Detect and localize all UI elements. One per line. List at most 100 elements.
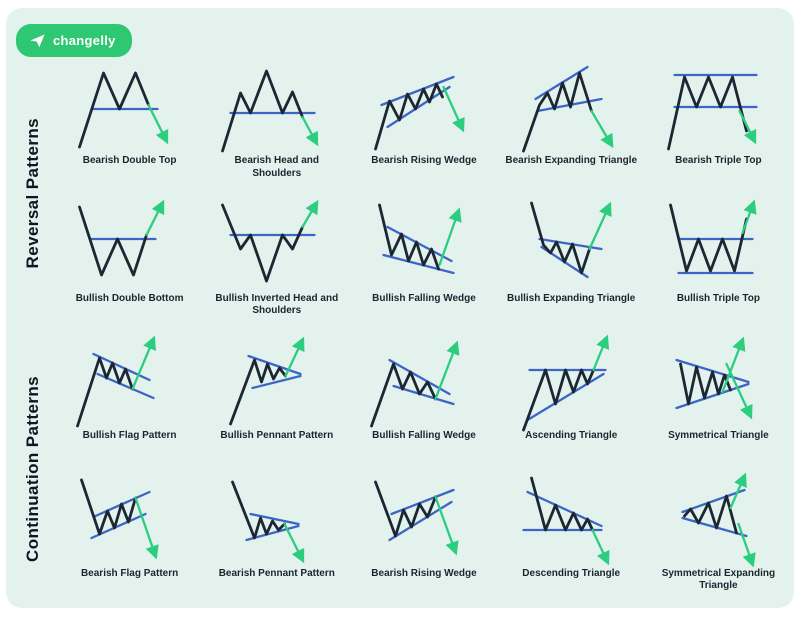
pattern-cell: Ascending Triangle [498,331,645,469]
pattern-cell: Bearish Double Top [56,56,203,194]
pattern-figure [522,476,610,565]
price-line [678,362,732,406]
price-line [231,480,287,539]
pattern-figure [666,73,758,151]
signal-line [741,199,757,234]
trend-line [247,354,302,376]
pattern-cell: Bullish Double Bottom [56,194,203,332]
signal-line [592,334,609,372]
signal-line [434,495,460,555]
signal-line [721,336,746,394]
pattern-label: Bullish Triple Top [676,292,760,304]
pattern-figure [78,199,165,276]
price-line [78,71,150,149]
pattern-cell: Bullish Expanding Triangle [498,194,645,332]
pattern-figure [221,69,319,153]
pattern-label: Bullish Double Bottom [75,292,184,304]
pattern-label: Bearish Expanding Triangle [505,155,638,166]
pattern-cell: Bearish Head and Shoulders [203,56,350,194]
pattern-figure [521,65,614,153]
pattern-label: Bullish Falling Wedge [372,292,476,304]
signal-line [729,472,747,509]
signal-line [725,362,753,420]
pattern-cell: Bullish Inverted Head and Shoulders [203,194,350,332]
pattern-label: Bearish Rising Wedge [371,567,477,579]
section-label-column: Continuation Patterns [10,331,56,606]
pattern-cell: Bullish Falling Wedge [350,194,497,332]
pattern-cell: Bearish Rising Wedge [350,56,497,194]
price-line [80,478,137,535]
pattern-figure [374,75,466,151]
signal-line [131,335,157,391]
pattern-cell: Symmetrical Triangle [645,331,792,469]
pattern-label: Bullish Pennant Pattern [220,430,334,441]
price-line [529,201,591,274]
signal-line [590,109,614,149]
pattern-cell: Bearish Rising Wedge [350,469,497,607]
pattern-figure [78,71,169,149]
pattern-label: Bullish Falling Wedge [372,430,476,441]
price-line [529,476,594,531]
section-label-reversal: Reversal Patterns [23,118,42,269]
signal-line [442,85,466,133]
trend-line [526,372,605,422]
signal-line [134,496,159,559]
pattern-cell: Bullish Flag Pattern [56,331,203,469]
pattern-figure [231,480,305,563]
section-label-continuation: Continuation Patterns [23,375,42,562]
trend-line [390,488,456,515]
pattern-cell: Bullish Triple Top [645,194,792,332]
section-label-column: Reversal Patterns [10,56,56,331]
pattern-label: Bullish Flag Pattern [82,430,177,441]
pattern-grid-continuation: Bullish Flag Pattern Bullish Pennant Pat… [56,331,792,606]
trend-line [386,225,454,262]
pattern-figure [529,201,612,278]
price-line [374,480,438,537]
pattern-figure [521,334,609,432]
pattern-label: Bearish Head and Shoulders [234,155,320,179]
signal-line [283,522,305,563]
pattern-figure [681,472,756,567]
price-line [521,71,593,153]
price-line [370,362,438,428]
pattern-label: Bearish Pennant Pattern [218,567,335,579]
signal-line [591,528,610,565]
pattern-label: Bearish Double Top [82,155,177,166]
price-line [221,69,305,153]
pattern-cell: Symmetrical Expanding Triangle [645,469,792,607]
trend-line [386,85,452,129]
section-continuation: Continuation Patterns Bullish Flag Patte… [10,331,792,606]
pattern-cell: Bearish Pennant Pattern [203,469,350,607]
pattern-label: Symmetrical Triangle [668,430,769,441]
changelly-logo[interactable]: changelly [16,24,132,57]
pattern-cell: Bullish Pennant Pattern [203,331,350,469]
signal-line [147,103,169,145]
pattern-figure [378,203,463,274]
price-line [668,203,748,272]
signal-line [301,115,319,147]
signal-line [738,109,757,145]
pattern-label: Bullish Inverted Head and Shoulders [215,292,339,317]
pattern-figure [675,336,753,420]
section-reversal: Reversal Patterns Bearish Double Top Bea… [10,56,792,331]
signal-line [301,199,319,228]
pattern-figure [668,199,757,274]
signal-line [284,336,305,378]
trend-line [380,75,456,107]
pattern-figure [80,478,159,559]
pattern-figure [76,335,157,428]
trend-line [388,500,454,541]
signal-line [145,199,165,236]
pattern-sections: Reversal Patterns Bearish Double Top Bea… [10,56,792,606]
price-line [78,205,148,276]
paper-plane-icon [30,34,45,48]
pattern-label: Bearish Rising Wedge [371,155,477,166]
pattern-label: Symmetrical Expanding Triangle [661,567,776,592]
price-line [378,203,441,270]
trend-line [251,374,302,390]
pattern-cell: Bullish Falling Wedge [350,331,497,469]
pattern-figure [374,480,460,555]
pattern-label: Descending Triangle [522,567,621,579]
price-line [221,203,305,282]
price-line [76,356,134,428]
